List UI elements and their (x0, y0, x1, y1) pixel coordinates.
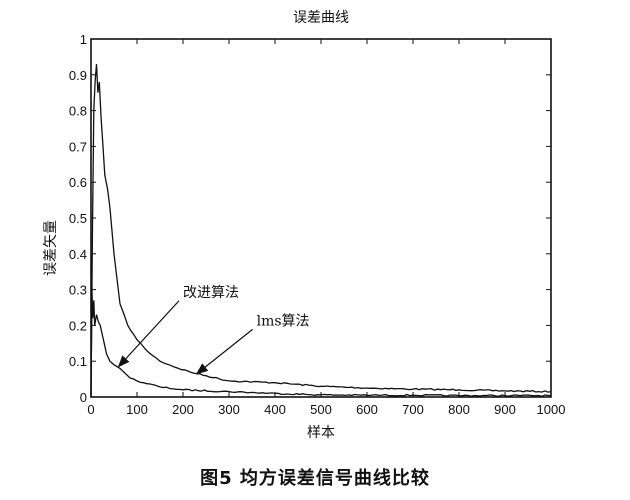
x-tick-label: 500 (310, 402, 332, 417)
x-tick-label: 100 (126, 402, 148, 417)
chart-title: 误差曲线 (293, 10, 349, 26)
y-tick-label: 1 (80, 32, 87, 47)
y-tick-label: 0.9 (69, 68, 87, 83)
y-tick-label: 0.4 (69, 247, 87, 262)
annotation-arrow (195, 328, 253, 375)
x-tick-label: 800 (448, 402, 470, 417)
x-tick-label: 0 (87, 402, 94, 417)
error-curve-chart: 误差曲线 误差矢量 样本 0 100 200 300 400 500 600 700 800 90… (43, 10, 566, 441)
x-tick-label: 200 (172, 402, 194, 417)
x-tick-label: 400 (264, 402, 286, 417)
y-axis-label: 误差矢量 (43, 220, 59, 276)
x-tick-label: 300 (218, 402, 240, 417)
annotation-label: 改进算法 (183, 285, 239, 301)
x-tick-label: 700 (402, 402, 424, 417)
y-tick-label: 0.7 (69, 139, 87, 154)
series-line-lms (90, 64, 552, 398)
y-tick-label: 0.1 (69, 354, 87, 369)
plot-frame (90, 38, 552, 398)
annotation-arrow (117, 300, 180, 368)
figure-caption: 图5 均方误差信号曲线比较 (200, 468, 430, 489)
series-line-improved (90, 289, 552, 398)
y-tick-label: 0.3 (69, 283, 87, 298)
y-tick-label: 0 (80, 390, 87, 405)
x-axis-label: 样本 (307, 425, 335, 441)
y-tick-label: 0.8 (69, 104, 87, 119)
y-tick-label: 0.5 (69, 211, 87, 226)
annotation-label: lms算法 (257, 313, 310, 329)
x-tick-label: 1000 (537, 402, 566, 417)
y-tick-label: 0.2 (69, 318, 87, 333)
x-tick-label: 900 (494, 402, 516, 417)
x-tick-label: 600 (356, 402, 378, 417)
y-tick-label: 0.6 (69, 175, 87, 190)
